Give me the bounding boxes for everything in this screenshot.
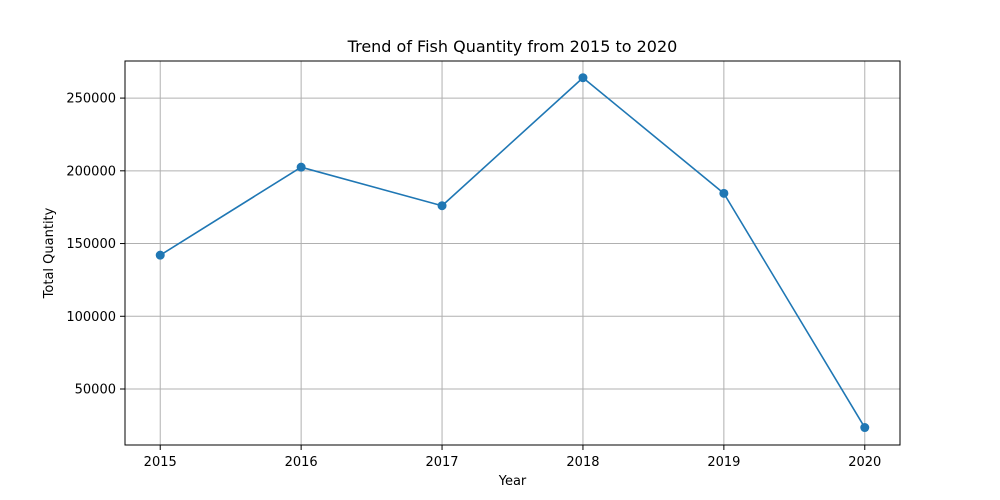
plot-area-frame xyxy=(124,60,901,446)
y-tick-label: 150000 xyxy=(66,237,116,252)
x-tick-label: 2017 xyxy=(425,455,458,470)
y-tick-label: 250000 xyxy=(66,92,116,107)
data-point-marker xyxy=(719,188,729,198)
x-tick-label: 2016 xyxy=(285,455,318,470)
chart-title: Trend of Fish Quantity from 2015 to 2020 xyxy=(347,37,678,56)
y-axis-label: Total Quantity xyxy=(42,207,57,299)
x-tick-label: 2020 xyxy=(848,455,881,470)
data-point-marker xyxy=(155,250,165,260)
y-tick-label: 100000 xyxy=(66,310,116,325)
y-tick-label: 200000 xyxy=(66,164,116,179)
data-point-marker xyxy=(296,162,306,172)
data-point-marker xyxy=(437,201,447,211)
tick-layer: 2015 2016 2017 2018 2019 2020 50000 100000 15000… xyxy=(66,92,881,470)
y-tick-label: 50000 xyxy=(75,383,116,398)
grid-layer xyxy=(125,61,900,445)
series-layer xyxy=(155,73,870,433)
data-point-marker xyxy=(860,423,870,433)
x-tick-label: 2019 xyxy=(707,455,740,470)
series-line xyxy=(159,76,866,428)
x-tick-label: 2018 xyxy=(566,455,599,470)
data-point-marker xyxy=(578,73,588,83)
x-tick-label: 2015 xyxy=(144,455,177,470)
x-axis-label: Year xyxy=(498,474,527,489)
